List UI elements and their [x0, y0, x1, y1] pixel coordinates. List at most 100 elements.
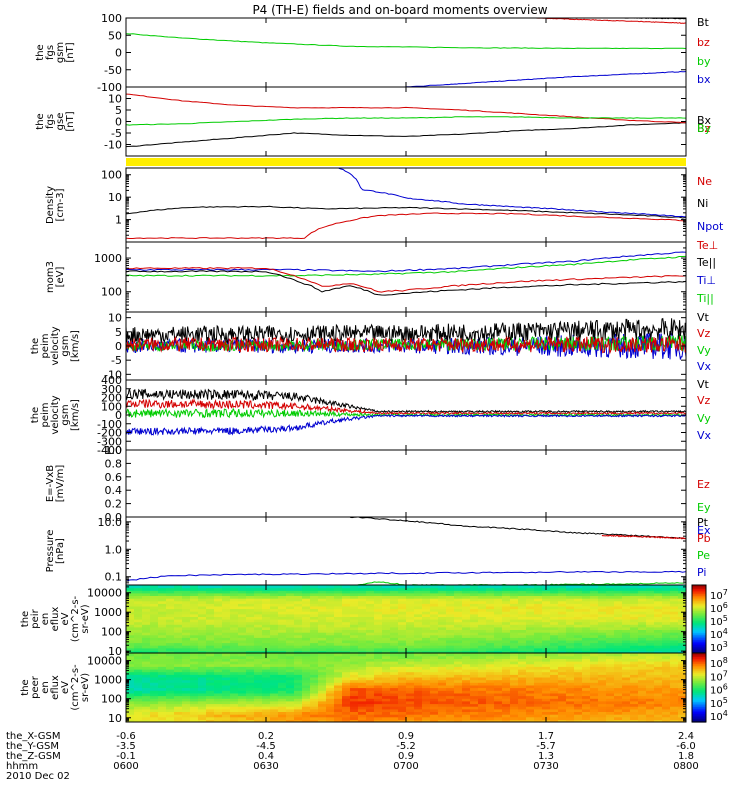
spectrogram-cell	[438, 626, 447, 630]
spectrogram-cell	[566, 611, 575, 615]
y-axis-label: peir	[30, 608, 41, 628]
spectrogram-cell	[278, 658, 287, 662]
y-tick-label: 0.8	[105, 457, 123, 470]
spectrogram-cell	[606, 653, 615, 657]
spectrogram-cell	[566, 698, 575, 702]
spectrogram-cell	[438, 642, 447, 646]
spectrogram-cell	[150, 624, 159, 628]
spectrogram-cell	[542, 714, 551, 718]
spectrogram-cell	[166, 653, 175, 657]
spectrogram-cell	[158, 626, 167, 630]
spectrogram-cell	[358, 639, 367, 644]
spectrogram-cell	[190, 600, 199, 604]
spectrogram-cell	[310, 692, 319, 697]
spectrogram-cell	[614, 605, 623, 610]
spectrogram-cell	[606, 616, 615, 620]
spectrogram-cell	[534, 629, 543, 633]
spectrogram-cell	[502, 603, 511, 607]
spectrogram-cell	[598, 605, 607, 610]
spectrogram-cell	[486, 600, 495, 604]
spectrogram-cell	[558, 634, 567, 638]
spectrogram-cell	[590, 674, 599, 678]
spectrogram-cell	[342, 626, 351, 630]
spectrogram-cell	[502, 637, 511, 641]
spectrogram-cell	[198, 637, 207, 641]
spectrogram-cell	[630, 711, 639, 715]
spectrogram-cell	[198, 687, 207, 691]
spectrogram-cell	[638, 706, 647, 710]
spectrogram-cell	[398, 621, 407, 625]
spectrogram-cell	[358, 674, 367, 678]
spectrogram-cell	[198, 698, 207, 702]
spectrogram-cell	[542, 679, 551, 683]
spectrogram-cell	[574, 605, 583, 610]
spectrogram-cell	[550, 632, 559, 636]
spectrogram-cell	[166, 595, 175, 599]
spectrogram-cell	[262, 598, 271, 602]
spectrogram-cell	[406, 692, 415, 697]
spectrogram-cell	[270, 703, 279, 707]
spectrogram-cell	[190, 700, 199, 705]
spectrogram-cell	[326, 679, 335, 683]
spectrogram-cell	[182, 655, 191, 659]
spectrogram-cell	[558, 706, 567, 710]
spectrogram-cell	[606, 592, 615, 596]
spectrogram-cell	[310, 655, 319, 659]
spectrogram-cell	[526, 700, 535, 705]
legend-ti: Ti⊥	[696, 274, 716, 287]
spectrogram-cell	[286, 639, 295, 644]
spectrogram-cell	[222, 684, 231, 689]
spectrogram-cell	[374, 647, 383, 651]
spectrogram-cell	[190, 706, 199, 710]
spectrogram-cell	[222, 650, 231, 653]
colorbar-step	[692, 694, 706, 697]
spectrogram-cell	[318, 711, 327, 715]
spectrogram-cell	[630, 603, 639, 607]
spectrogram-cell	[222, 637, 231, 641]
spectrogram-cell	[494, 679, 503, 683]
spectrogram-cell	[254, 611, 263, 615]
spectrogram-cell	[174, 668, 183, 673]
spectrogram-cell	[470, 666, 479, 670]
spectrogram-cell	[150, 708, 159, 712]
spectrogram-cell	[598, 663, 607, 667]
spectrogram-cell	[558, 619, 567, 623]
spectrogram-cell	[390, 666, 399, 670]
spectrogram-cell	[462, 587, 471, 591]
spectrogram-cell	[534, 600, 543, 604]
spectrogram-cell	[390, 682, 399, 686]
spectrogram-cell	[446, 706, 455, 710]
spectrogram-cell	[230, 632, 239, 636]
spectrogram-cell	[254, 661, 263, 665]
spectrogram-cell	[182, 621, 191, 625]
spectrogram-cell	[438, 674, 447, 678]
spectrogram-cell	[590, 706, 599, 710]
spectrogram-cell	[462, 598, 471, 602]
spectrogram-cell	[654, 647, 663, 651]
spectrogram-cell	[478, 676, 487, 681]
spectrogram-cell	[318, 647, 327, 651]
spectrogram-cell	[254, 666, 263, 670]
spectrogram-cell	[566, 621, 575, 625]
spectrogram-cell	[350, 687, 359, 691]
spectrogram-cell	[622, 674, 631, 678]
spectrogram-cell	[326, 666, 335, 670]
spectrogram-cell	[358, 703, 367, 707]
spectrogram-cell	[214, 698, 223, 702]
spectrogram-cell	[254, 676, 263, 681]
spectrogram-cell	[662, 655, 671, 659]
spectrogram-cell	[598, 668, 607, 673]
spectrogram-cell	[518, 679, 527, 683]
spectrogram-cell	[662, 698, 671, 702]
spectrogram-cell	[150, 658, 159, 662]
spectrogram-cell	[126, 616, 135, 620]
spectrogram-cell	[502, 605, 511, 610]
spectrogram-cell	[310, 613, 319, 617]
spectrogram-cell	[254, 598, 263, 602]
spectrogram-cell	[566, 668, 575, 673]
spectrogram-cell	[510, 676, 519, 681]
spectrogram-cell	[534, 647, 543, 651]
spectrogram-cell	[414, 585, 423, 589]
spectrogram-cell	[126, 687, 135, 691]
spectrogram-cell	[470, 605, 479, 610]
